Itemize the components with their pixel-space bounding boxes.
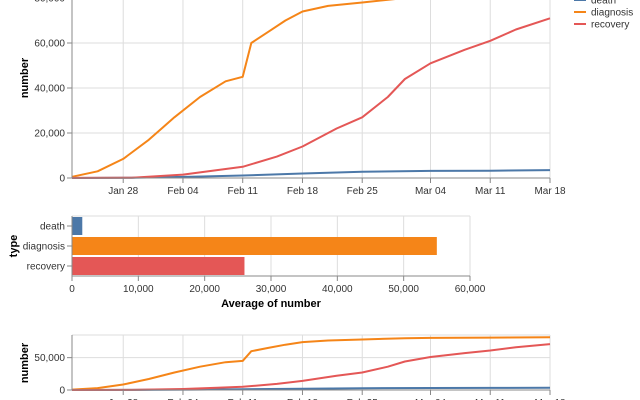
bar-x-tick-label: 50,000 [388, 284, 419, 295]
overview-x-tick-label: Mar 04 [415, 398, 447, 400]
bar-death [72, 217, 83, 235]
main-x-tick-label: Feb 11 [228, 186, 259, 197]
main-x-tick-label: Mar 11 [475, 186, 506, 197]
bar-axes: death diagnosis recovery 0 10,000 20,000 30,00… [23, 216, 486, 295]
bar-recovery [72, 257, 245, 275]
overview-x-tick-label: Feb 25 [347, 398, 379, 400]
main-y-tick-label: 80,000 [34, 0, 65, 5]
bar-x-tick-label: 20,000 [189, 284, 220, 295]
overview-x-tick-label: Feb 18 [287, 398, 319, 400]
main-x-tick-label: Feb 04 [167, 186, 199, 197]
main-axes: 0 20,000 40,000 60,000 80,000 Jan 28 Feb 04 Feb… [34, 0, 566, 197]
bar-diagnosis [72, 237, 437, 255]
overview-series-line-recovery [71, 343, 551, 391]
main-series-lines [71, 0, 551, 179]
main-x-tick-label: Jan 28 [108, 186, 138, 197]
bar-x-tick-label: 0 [69, 284, 75, 295]
bar-category-label: death [40, 222, 65, 233]
overview-series-line-diagnosis [71, 336, 551, 391]
legend-label-recovery: recovery [591, 20, 629, 31]
main-y-tick-label: 20,000 [34, 129, 65, 140]
bar-category-label: diagnosis [23, 242, 65, 253]
bar-category-label: recovery [27, 262, 65, 273]
bar-x-tick-label: 10,000 [123, 284, 154, 295]
series-line-diagnosis [71, 0, 396, 178]
bar-x-tick-label: 30,000 [256, 284, 287, 295]
overview-series-lines [71, 336, 551, 391]
bar-x-axis-title: Average of number [221, 298, 322, 310]
bar-y-axis-title: type [8, 235, 20, 258]
bar-chart-average: death diagnosis recovery 0 10,000 20,000 30,00… [8, 215, 486, 310]
main-y-tick-label: 60,000 [34, 39, 65, 50]
main-x-tick-label: Feb 18 [287, 186, 319, 197]
main-x-tick-label: Feb 25 [347, 186, 379, 197]
overview-y-tick-label: 0 [59, 386, 65, 397]
overview-axes: 0 50,000 Jan 28 Feb 04 Feb 11 Feb 18 Feb 25 Mar… [34, 335, 566, 400]
main-y-tick-label: 0 [59, 174, 65, 185]
legend-label-diagnosis: diagnosis [591, 8, 633, 19]
overview-x-tick-label: Feb 04 [167, 398, 199, 400]
main-y-tick-label: 40,000 [34, 84, 65, 95]
main-x-tick-label: Mar 04 [415, 186, 447, 197]
main-y-axis-title: number [19, 57, 31, 98]
series-line-recovery [71, 17, 551, 179]
overview-grid [72, 334, 551, 391]
main-grid [72, 0, 551, 179]
line-chart-overview: 0 50,000 Jan 28 Feb 04 Feb 11 Feb 18 Feb 25 Mar… [19, 334, 566, 400]
overview-y-axis-title: number [19, 342, 31, 383]
line-chart-main: 0 20,000 40,000 60,000 80,000 Jan 28 Feb 04 Feb… [19, 0, 566, 197]
overview-y-tick-label: 50,000 [34, 353, 65, 364]
bar-marks [72, 217, 437, 275]
overview-x-tick-label: Mar 18 [534, 398, 566, 400]
legend-label-death: death [591, 0, 616, 7]
overview-x-tick-label: Feb 11 [228, 398, 259, 400]
bar-x-tick-label: 40,000 [322, 284, 353, 295]
bar-x-tick-label: 60,000 [455, 284, 486, 295]
overview-x-tick-label: Jan 28 [108, 398, 138, 400]
overview-x-tick-label: Mar 11 [475, 398, 506, 400]
main-x-tick-label: Mar 18 [534, 186, 566, 197]
